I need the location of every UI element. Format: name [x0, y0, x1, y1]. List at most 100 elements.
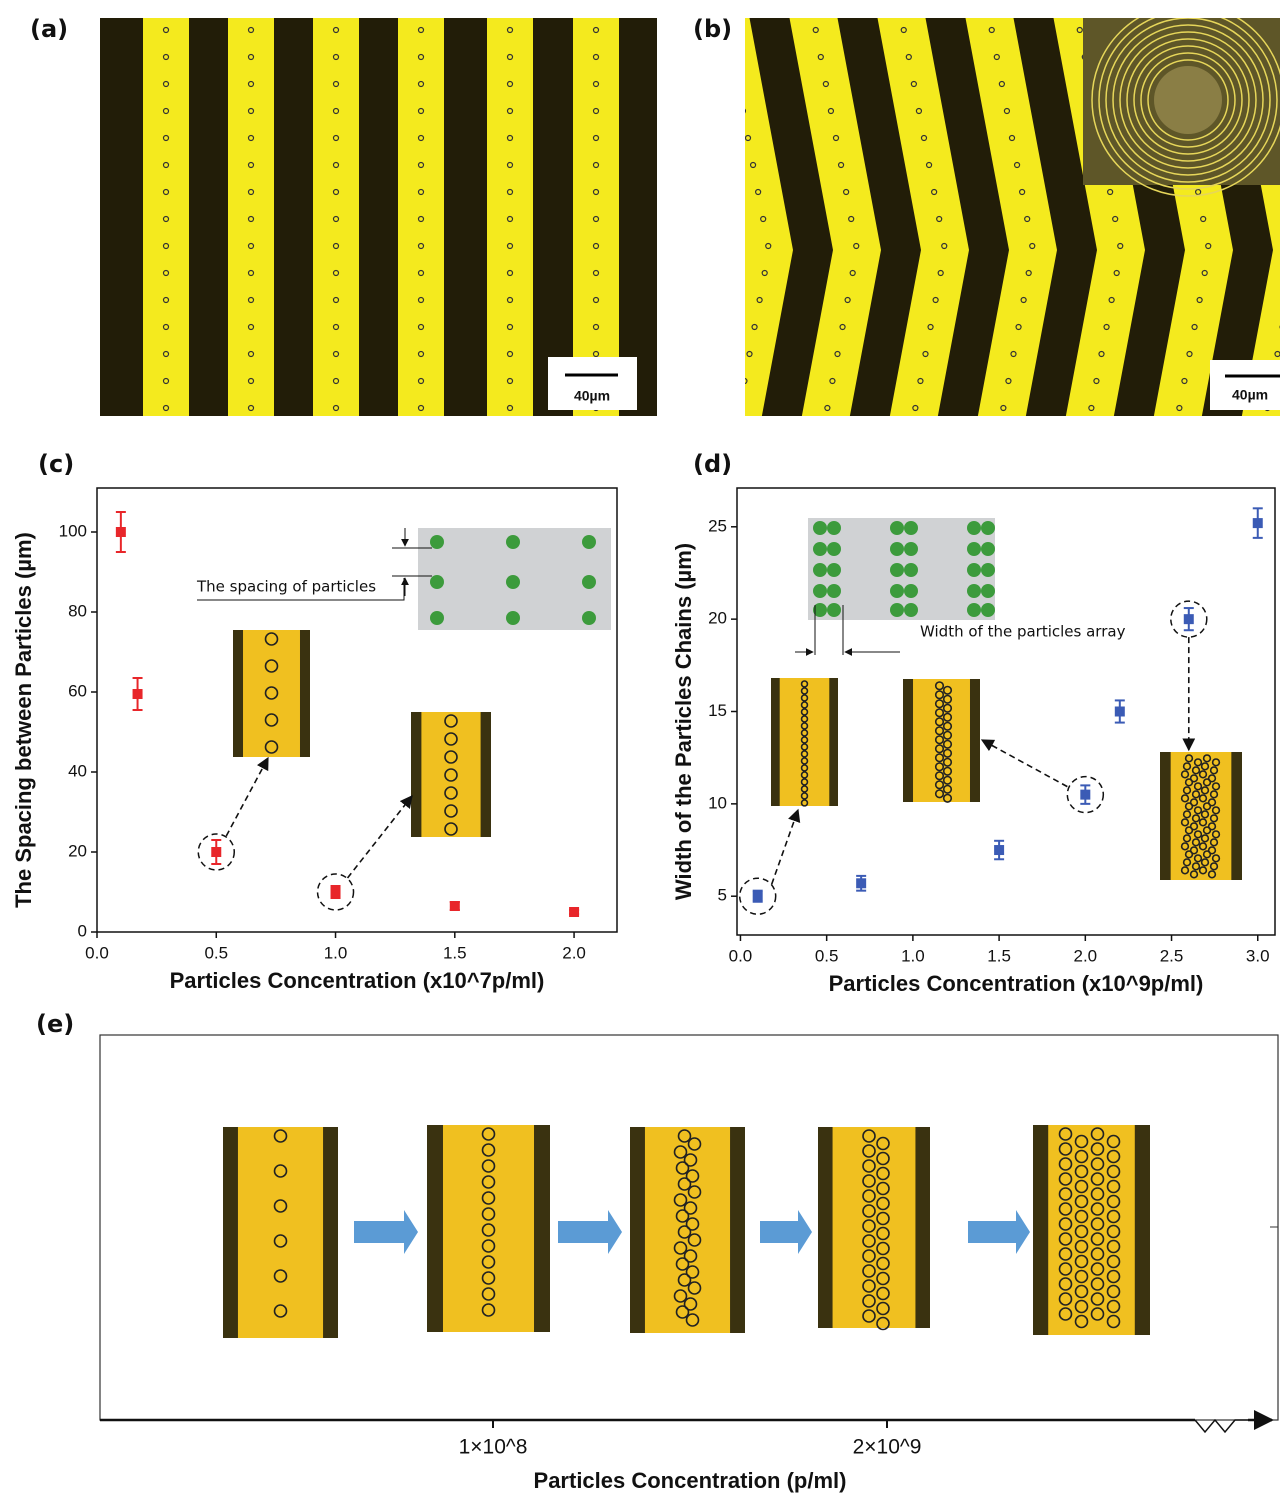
particle: [247, 242, 255, 250]
particle: [761, 269, 768, 277]
particle: [332, 404, 340, 412]
particle: [876, 1301, 890, 1316]
particle: [832, 134, 840, 142]
particle: [1008, 134, 1016, 142]
inset-edge: [829, 678, 838, 806]
inset-edge: [915, 1127, 930, 1328]
particle: [264, 632, 279, 646]
panel-label: (d): [693, 450, 732, 478]
particle: [934, 771, 945, 781]
particle: [934, 735, 945, 745]
particle: [1196, 296, 1203, 304]
particle: [1090, 1232, 1105, 1246]
data-point: [449, 901, 460, 911]
particle: [592, 107, 600, 115]
particle: [162, 377, 170, 385]
particle: [1184, 826, 1194, 835]
particle: [273, 1304, 288, 1318]
particle: [444, 714, 458, 728]
particle: [683, 1201, 698, 1215]
particle: [981, 563, 995, 577]
particle: [862, 1234, 876, 1248]
particle: [993, 53, 1000, 61]
micrograph-b: 40µm: [745, 18, 1280, 416]
particle: [1106, 1224, 1121, 1239]
particle: [876, 1196, 890, 1211]
particle: [876, 1316, 890, 1331]
plot-frame: [96, 487, 618, 933]
particle: [745, 134, 752, 142]
particle: [967, 563, 981, 577]
particle: [1107, 188, 1114, 196]
particle: [904, 584, 918, 598]
annotation: Width of the particles array: [920, 623, 1126, 641]
particle: [988, 26, 995, 34]
particle: [1090, 1127, 1105, 1141]
particle: [862, 1129, 876, 1143]
particle: [934, 780, 945, 790]
particle: [1090, 1157, 1105, 1171]
particle: [800, 701, 809, 709]
inset-edge: [411, 712, 422, 837]
scale-bar-label: 40µm: [1232, 387, 1268, 403]
particle: [1209, 766, 1219, 775]
particle: [1191, 838, 1201, 847]
particle: [942, 739, 953, 749]
particle: [862, 1264, 876, 1278]
coil: [1147, 59, 1229, 141]
particle: [800, 771, 809, 779]
particle: [481, 1159, 496, 1173]
particle: [1020, 296, 1027, 304]
particle: [417, 80, 425, 88]
particle: [981, 521, 995, 535]
particle: [506, 242, 514, 250]
particle: [934, 681, 945, 691]
panel-label: (e): [36, 1010, 74, 1038]
particle: [813, 584, 827, 598]
particle: [1058, 1247, 1073, 1261]
particle: [824, 404, 831, 412]
particle: [800, 750, 809, 758]
particle: [1189, 798, 1199, 807]
particle: [677, 1225, 692, 1239]
particle: [942, 793, 953, 803]
particle: [1195, 188, 1202, 196]
particle: [444, 768, 458, 782]
data-point: [132, 689, 143, 699]
particle: [1074, 1284, 1089, 1299]
particle: [247, 161, 255, 169]
particle: [1058, 1157, 1073, 1171]
particle: [162, 242, 170, 250]
particle: [1015, 323, 1022, 331]
stripe: [877, 18, 969, 416]
particle: [1074, 1164, 1089, 1179]
particle: [247, 107, 255, 115]
particle: [862, 1204, 876, 1218]
particle: [837, 161, 845, 169]
particle: [506, 611, 520, 625]
particle: [332, 107, 340, 115]
particle: [247, 26, 255, 34]
particle: [941, 242, 948, 250]
micrographs: 40µm: [100, 18, 657, 416]
particle: [745, 377, 748, 385]
particle: [683, 1249, 698, 1263]
particle: [942, 685, 953, 695]
particle: [417, 26, 425, 34]
particle: [751, 323, 758, 331]
particle: [1113, 269, 1120, 277]
particle: [332, 215, 340, 223]
particle: [1209, 814, 1219, 823]
particle: [675, 1161, 690, 1175]
particle: [1207, 774, 1217, 783]
particle: [922, 350, 929, 358]
particle: [1200, 786, 1210, 795]
particle: [1000, 404, 1007, 412]
particle: [506, 575, 520, 589]
particle: [905, 53, 912, 61]
y-tick-label: 40: [68, 761, 87, 780]
particle: [481, 1143, 496, 1157]
particle: [904, 603, 918, 617]
particle: [1274, 350, 1280, 358]
particle: [332, 350, 340, 358]
